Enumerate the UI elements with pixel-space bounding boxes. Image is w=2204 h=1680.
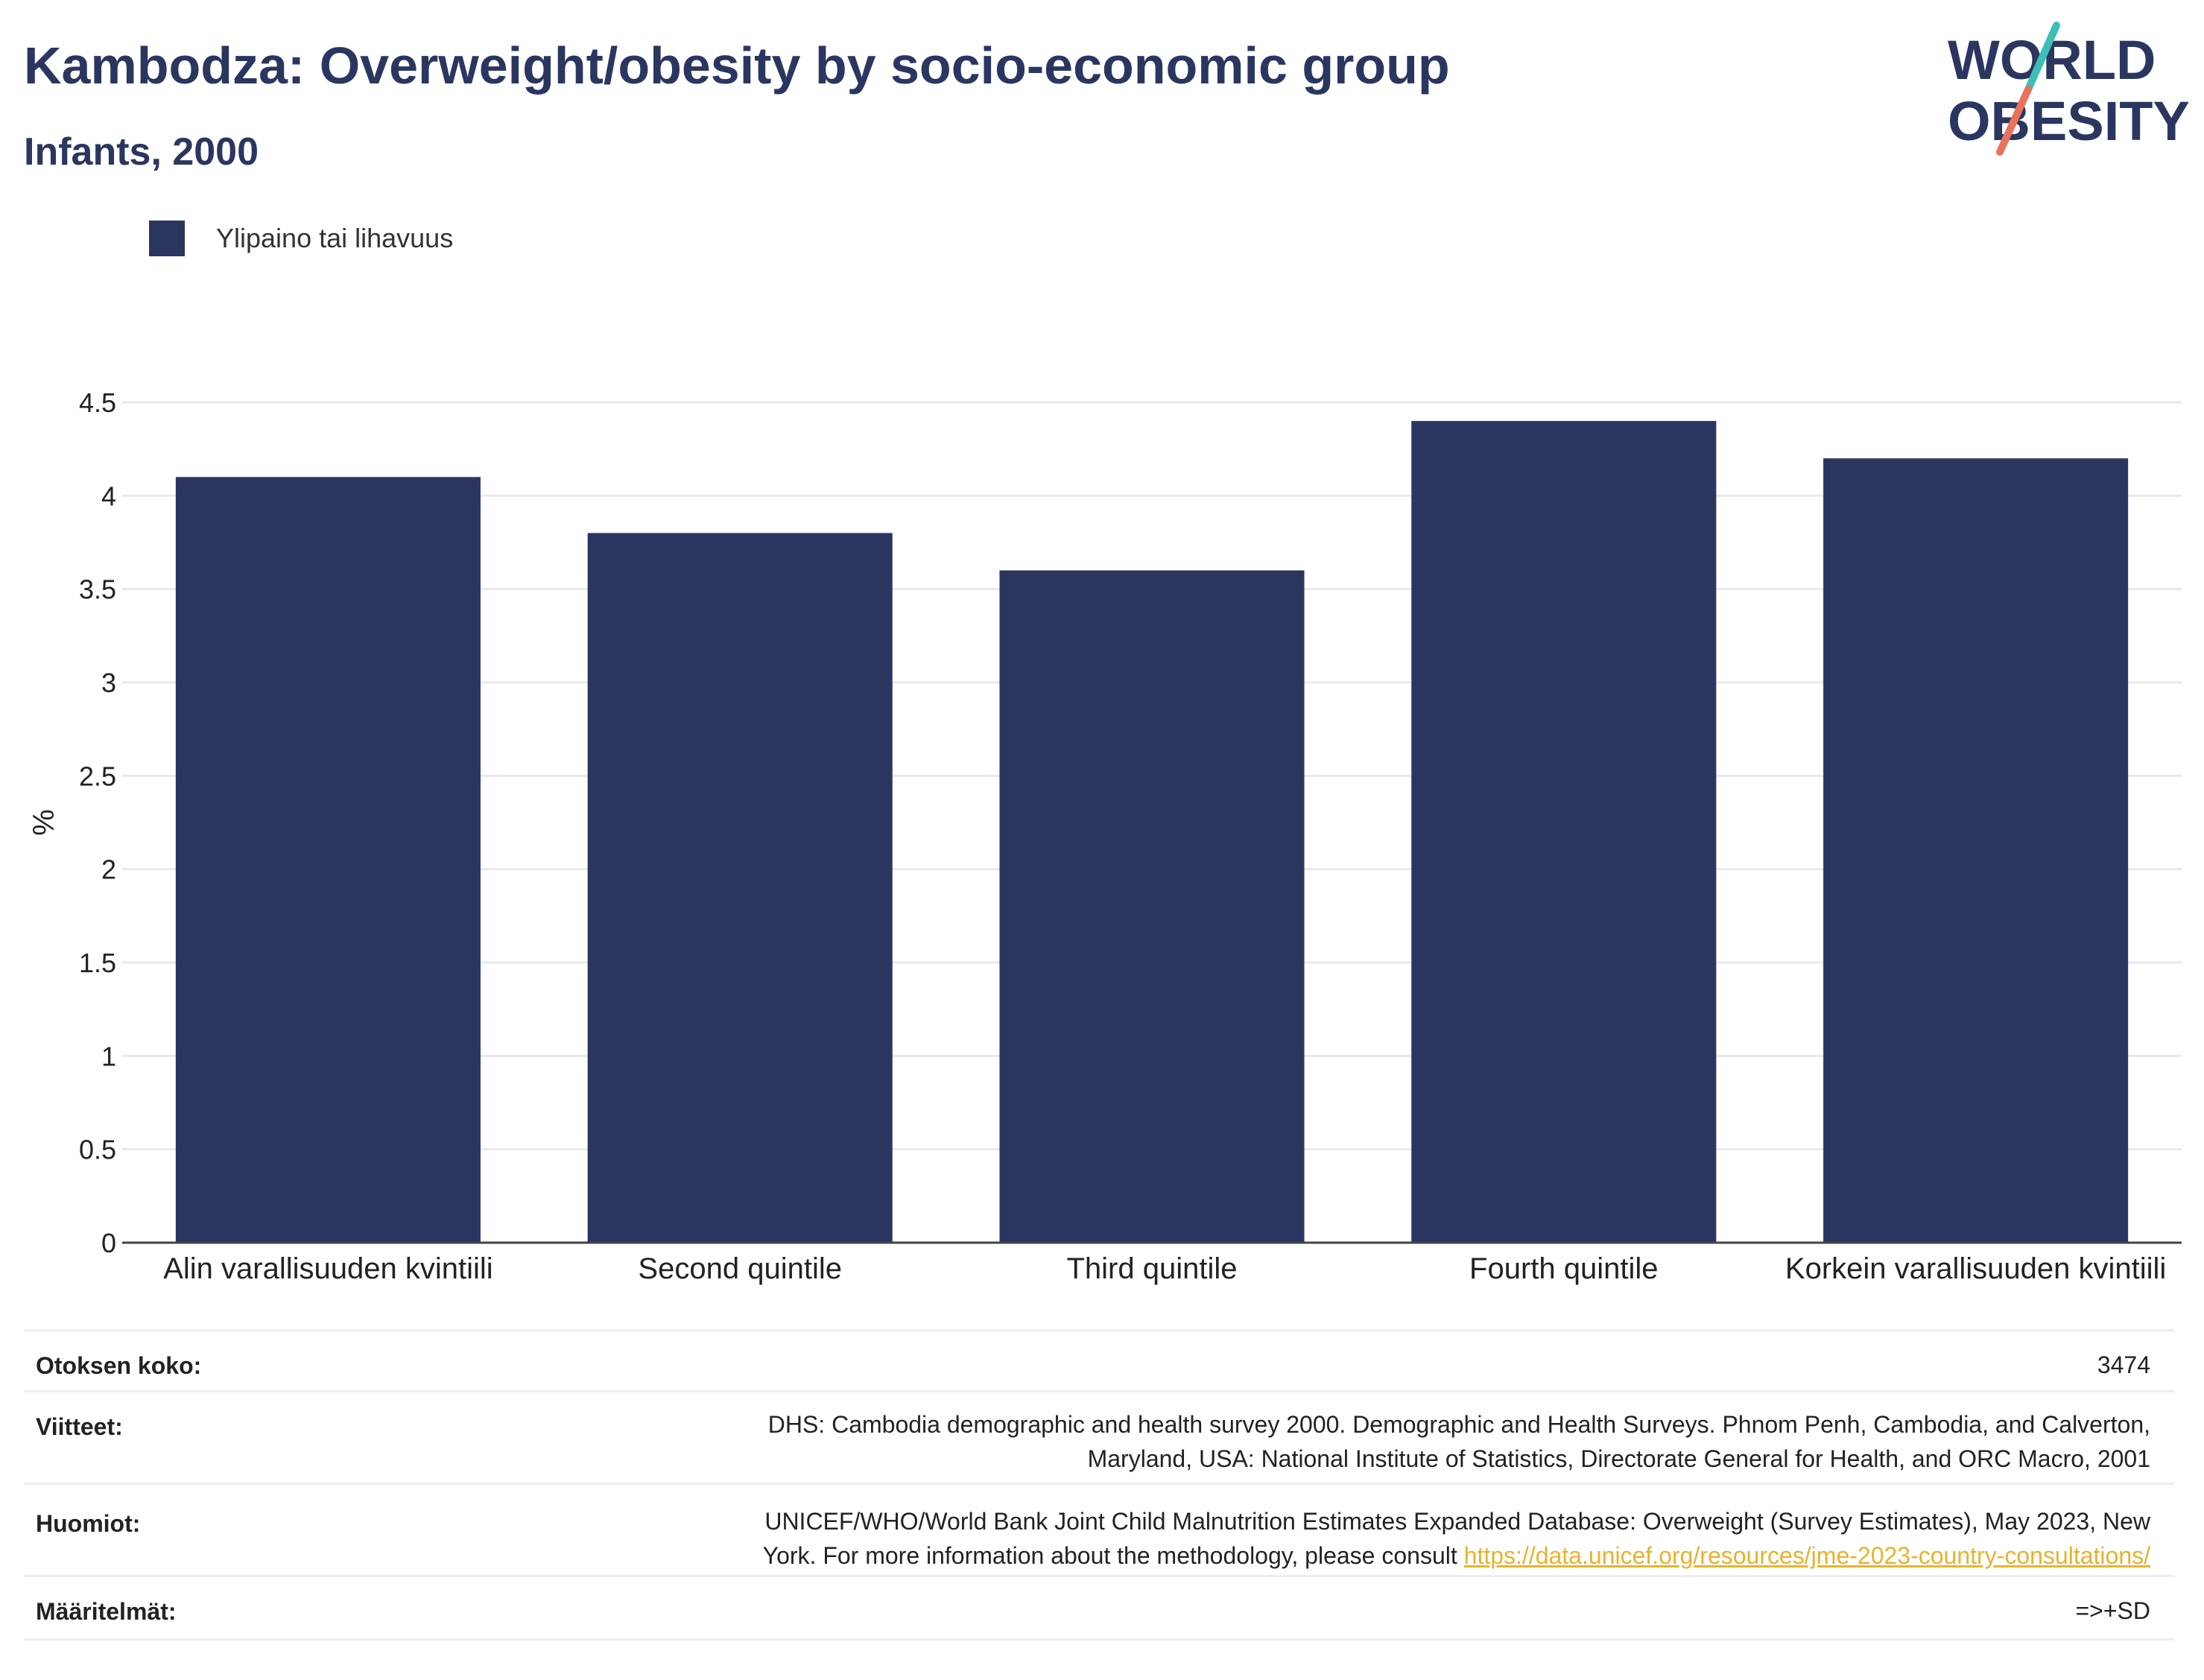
legend-label: Ylipaino tai lihavuus — [216, 223, 454, 253]
legend-swatch — [149, 221, 185, 256]
chart-title: Kambodza: Overweight/obesity by socio-ec… — [24, 37, 1450, 95]
bar-chart: 0 0.5 1 1.5 2 2.5 3 3.5 4 4.5% Alin varallisuuden … — [28, 387, 2182, 1285]
logo-slash-bottom — [1996, 86, 2032, 156]
info-row-references: Viitteet: DHS: Cambodia demographic and … — [24, 1390, 2174, 1485]
chart-subtitle: Infants, 2000 — [24, 130, 259, 174]
x-tick-label: Third quintile — [1066, 1252, 1237, 1285]
sample-label: Otoksen koko: — [36, 1352, 202, 1379]
info-row-sample: Otoksen koko: 3474 — [24, 1329, 2174, 1392]
sample-value: 3474 — [2097, 1351, 2150, 1378]
bar — [1823, 458, 2129, 1243]
y-tick-label: 3 — [101, 668, 116, 698]
bar — [175, 477, 481, 1243]
y-axis-label: % — [28, 809, 60, 836]
methodology-link[interactable]: https://data.unicef.org/resources/jme-20… — [1463, 1542, 2150, 1569]
bar — [1411, 421, 1717, 1243]
bar — [587, 533, 893, 1243]
bar — [999, 570, 1305, 1243]
y-tick-label: 4.5 — [79, 387, 116, 418]
logo-slash-top — [2024, 22, 2060, 93]
notes-value: UNICEF/WHO/World Bank Joint Child Malnut… — [362, 1504, 2150, 1573]
x-tick-label: Alin varallisuuden kvintiili — [163, 1252, 493, 1285]
y-tick-label: 2 — [101, 855, 116, 885]
y-tick-label: 1.5 — [79, 948, 116, 978]
x-tick-label: Fourth quintile — [1469, 1252, 1658, 1285]
x-tick-label: Second quintile — [638, 1252, 842, 1285]
definitions-value: =>+SD — [2075, 1597, 2150, 1624]
y-tick-label: 0 — [101, 1228, 116, 1258]
notes-line-1: UNICEF/WHO/World Bank Joint Child Malnut… — [764, 1508, 2150, 1535]
references-value: DHS: Cambodia demographic and health sur… — [362, 1407, 2150, 1476]
y-tick-label: 4 — [101, 481, 116, 511]
notes-label: Huomiot: — [36, 1510, 141, 1537]
notes-line-2-text: York. For more information about the met… — [762, 1542, 1464, 1569]
x-tick-label: Korkein varallisuuden kvintiili — [1785, 1252, 2166, 1285]
legend[interactable]: Ylipaino tai lihavuus — [149, 221, 453, 256]
info-row-notes: Huomiot: UNICEF/WHO/World Bank Joint Chi… — [24, 1483, 2174, 1577]
y-tick-label: 3.5 — [79, 574, 116, 605]
references-line-1: DHS: Cambodia demographic and health sur… — [767, 1411, 2150, 1438]
references-label: Viitteet: — [36, 1413, 123, 1440]
world-obesity-logo: WORLD OBESITY — [1948, 22, 2190, 156]
y-tick-label: 1 — [101, 1041, 116, 1071]
notes-line-2: York. For more information about the met… — [362, 1538, 2150, 1573]
definitions-label: Määritelmät: — [36, 1598, 177, 1625]
y-tick-label: 0.5 — [79, 1135, 116, 1165]
info-row-definitions: Määritelmät: =>+SD — [24, 1575, 2174, 1641]
references-line-2: Maryland, USA: National Institute of Sta… — [1087, 1445, 2150, 1472]
y-tick-label: 2.5 — [79, 761, 116, 791]
logo-text-obesity: OBESITY — [1948, 90, 2190, 152]
